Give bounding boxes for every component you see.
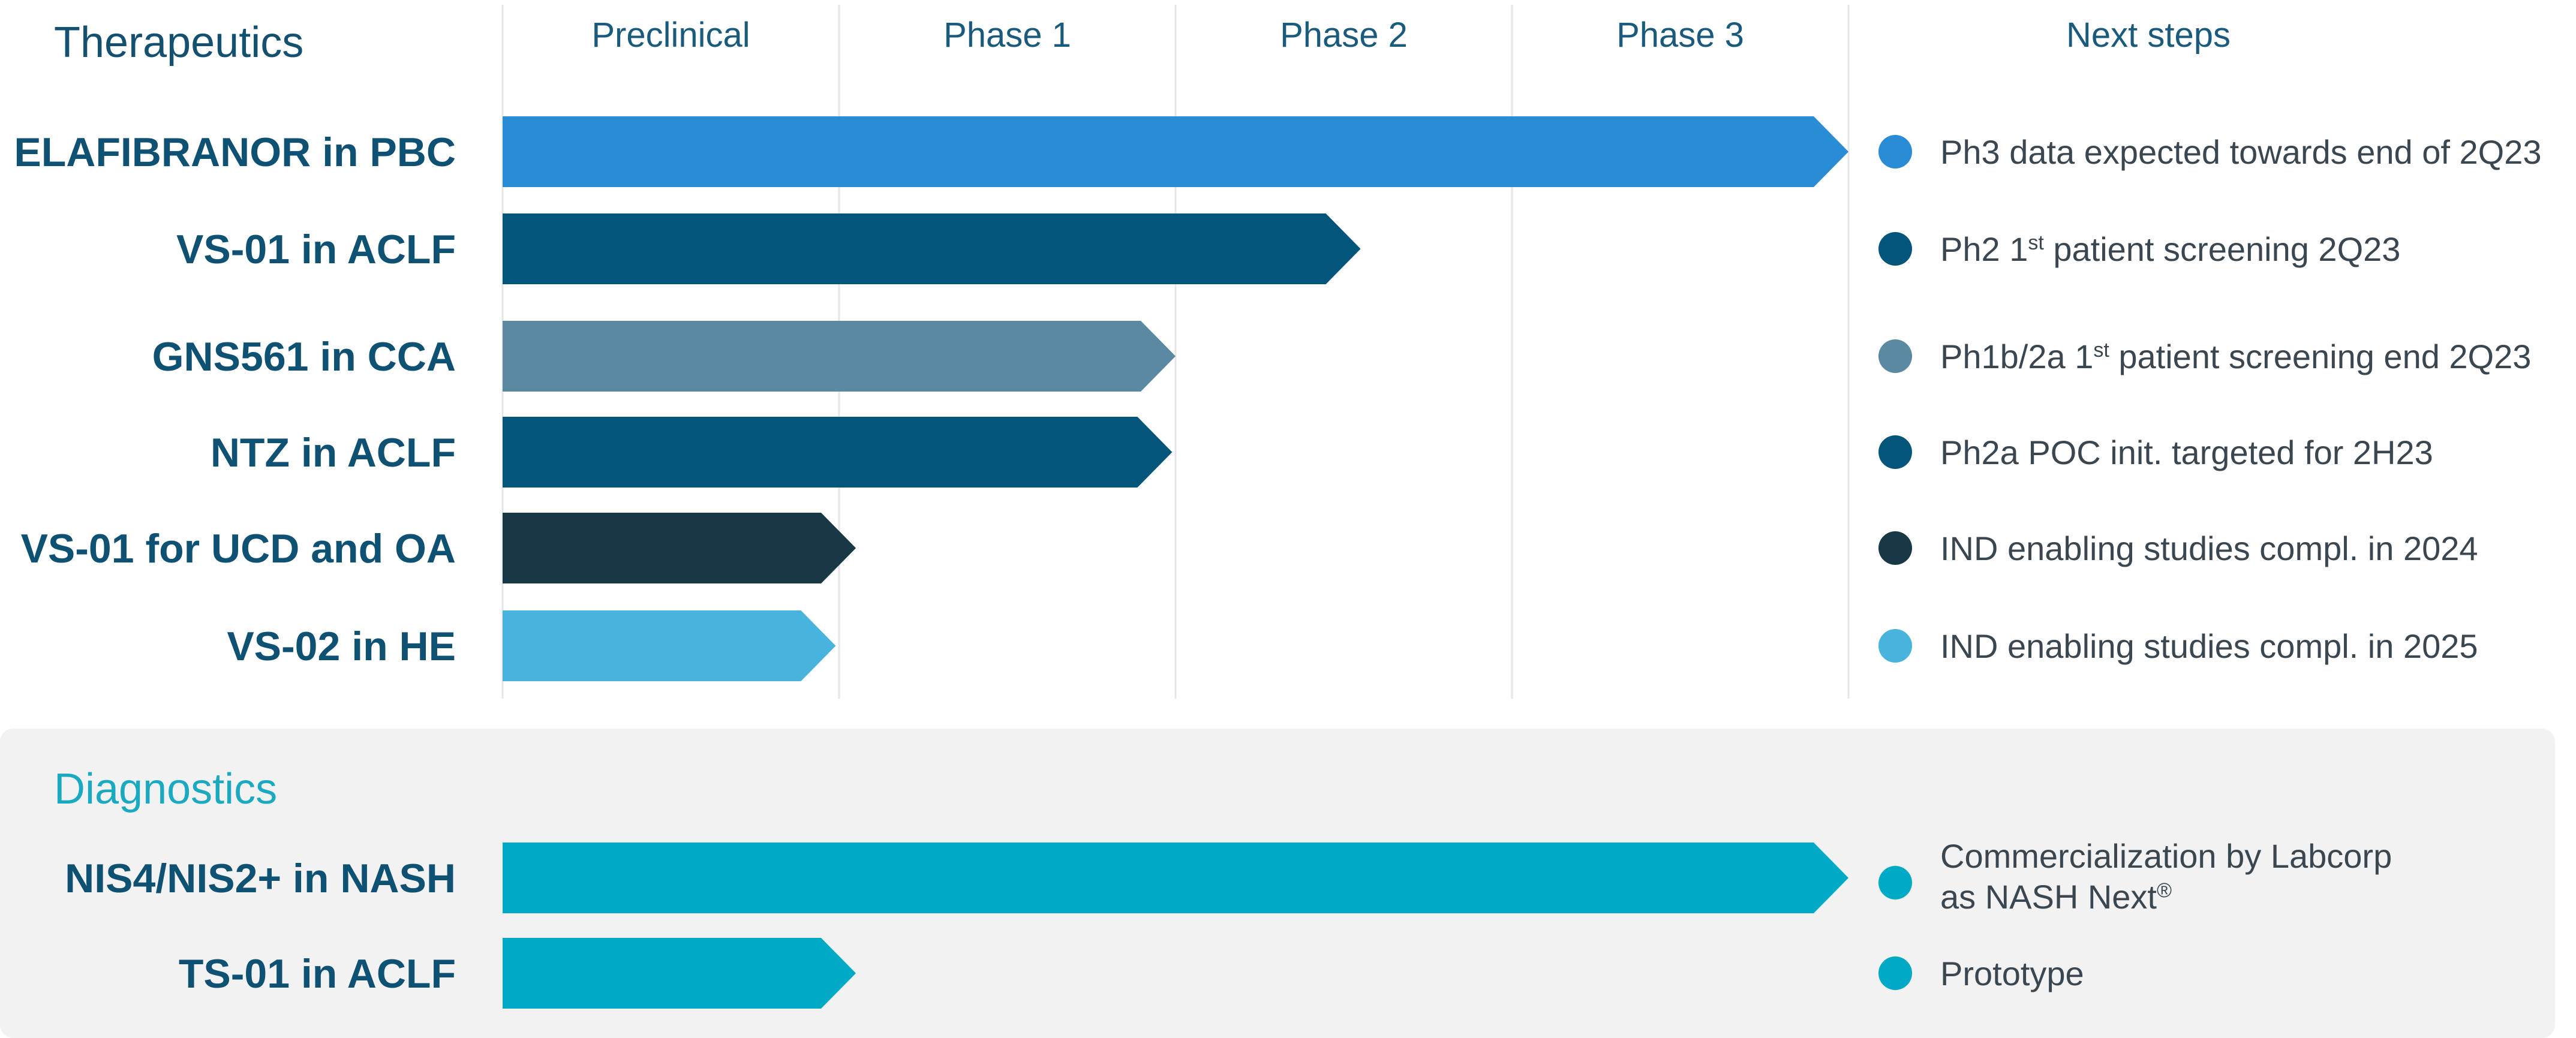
next-step-part-2: patient screening 2Q23: [2044, 230, 2401, 268]
progress-bar-elafibranor-in-pbc: [503, 116, 1848, 187]
row-label-vs-01-in-aclf: VS-01 in ACLF: [176, 227, 456, 272]
progress-bar-gns561-in-cca: [503, 321, 1176, 392]
progress-bar-vs-02-in-he: [503, 610, 836, 681]
next-step-gns561-in-cca: Ph1b/2a 1st patient screening end 2Q23: [1940, 338, 2531, 375]
pipeline-row-gns561-in-cca: GNS561 in CCA Ph1b/2a 1st patient screeni…: [152, 321, 2531, 392]
phase-headers: Preclinical Phase 1 Phase 2 Phase 3 Next…: [591, 16, 2231, 55]
status-dot-vs-01-in-aclf: [1878, 232, 1912, 266]
row-label-vs-01-for-ucd-and-oa: VS-01 for UCD and OA: [21, 526, 456, 571]
next-step-part-2: patient screening end 2Q23: [2109, 338, 2532, 375]
therapeutics-title: Therapeutics: [54, 19, 303, 67]
next-step-part-0: Prototype: [1940, 955, 2084, 992]
next-step-part-0: Ph3 data expected towards end of 2Q23: [1940, 133, 2541, 171]
next-step-part-0: Commercialization by Labcorp: [1940, 837, 2392, 875]
next-steps-header: Next steps: [2066, 16, 2231, 55]
next-step-part-0: Ph1b/2a 1: [1940, 338, 2093, 375]
next-step-nis4-nis2-in-nash: Commercialization by Labcorp as NASH Next…: [1940, 837, 2392, 916]
next-step-vs-01-in-aclf: Ph2 1st patient screening 2Q23: [1940, 230, 2400, 268]
next-step-part-0: Ph2 1: [1940, 230, 2028, 268]
status-dot-vs-01-for-ucd-and-oa: [1878, 531, 1912, 565]
status-dot-gns561-in-cca: [1878, 339, 1912, 373]
next-step-elafibranor-in-pbc: Ph3 data expected towards end of 2Q23: [1940, 133, 2541, 171]
row-label-ntz-in-aclf: NTZ in ACLF: [211, 430, 456, 476]
progress-bar-ntz-in-aclf: [503, 417, 1173, 488]
progress-bar-vs-01-in-aclf: [503, 213, 1361, 284]
progress-bar-ts-01-in-aclf: [503, 938, 856, 1009]
pipeline-row-vs-01-in-aclf: VS-01 in ACLF Ph2 1st patient screening 2…: [176, 213, 2400, 284]
next-step-part-0: IND enabling studies compl. in 2025: [1940, 627, 2478, 665]
next-step-part-1: as NASH Next: [1940, 878, 2157, 916]
next-step-part-0: IND enabling studies compl. in 2024: [1940, 529, 2478, 567]
next-step-part-2: ®: [2157, 879, 2172, 902]
status-dot-elafibranor-in-pbc: [1878, 135, 1912, 169]
next-step-part-1: st: [2028, 231, 2044, 254]
stage-header-preclinical: Preclinical: [591, 16, 750, 55]
status-dot-ntz-in-aclf: [1878, 435, 1912, 469]
row-label-vs-02-in-he: VS-02 in HE: [227, 624, 456, 669]
status-dot-nis4-nis2-in-nash: [1878, 866, 1912, 899]
diagnostics-title: Diagnostics: [54, 765, 277, 813]
pipeline-row-elafibranor-in-pbc: ELAFIBRANOR in PBC Ph3 data expected towa…: [14, 116, 2541, 187]
next-step-vs-02-in-he: IND enabling studies compl. in 2025: [1940, 627, 2478, 665]
stage-header-phase-3: Phase 3: [1616, 16, 1744, 55]
next-step-part-0: Ph2a POC init. targeted for 2H23: [1940, 434, 2433, 471]
pipeline-row-ts-01-in-aclf: TS-01 in ACLF Prototype: [179, 938, 2084, 1009]
pipeline-row-vs-02-in-he: VS-02 in HE IND enabling studies compl. i…: [227, 610, 2478, 681]
progress-bar-vs-01-for-ucd-and-oa: [503, 513, 856, 583]
pipeline-row-vs-01-for-ucd-and-oa: VS-01 for UCD and OA IND enabling studies…: [21, 513, 2478, 583]
pipeline-row-ntz-in-aclf: NTZ in ACLF Ph2a POC init. targeted for 2…: [211, 417, 2433, 488]
row-label-gns561-in-cca: GNS561 in CCA: [152, 334, 456, 380]
status-dot-vs-02-in-he: [1878, 629, 1912, 663]
status-dot-ts-01-in-aclf: [1878, 956, 1912, 990]
row-label-ts-01-in-aclf: TS-01 in ACLF: [179, 951, 456, 997]
row-label-nis4-nis2-in-nash: NIS4/NIS2+ in NASH: [65, 856, 456, 901]
row-label-elafibranor-in-pbc: ELAFIBRANOR in PBC: [14, 130, 456, 175]
stage-header-phase-2: Phase 2: [1280, 16, 1408, 55]
stage-header-phase-1: Phase 1: [943, 16, 1071, 55]
next-step-part-1: st: [2093, 339, 2109, 362]
progress-bar-nis4-nis2-in-nash: [503, 843, 1848, 913]
pipeline-row-nis4-nis2-in-nash: NIS4/NIS2+ in NASH Commercialization by L…: [65, 837, 2392, 916]
pipeline-rows: ELAFIBRANOR in PBC Ph3 data expected towa…: [14, 116, 2541, 1009]
next-step-vs-01-for-ucd-and-oa: IND enabling studies compl. in 2024: [1940, 529, 2478, 567]
next-step-ntz-in-aclf: Ph2a POC init. targeted for 2H23: [1940, 434, 2433, 471]
next-step-ts-01-in-aclf: Prototype: [1940, 955, 2084, 992]
